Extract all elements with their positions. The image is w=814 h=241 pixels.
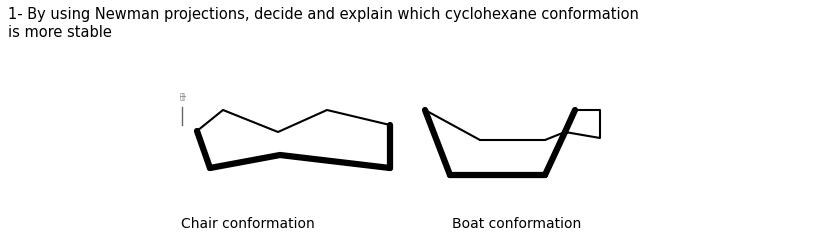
Text: Boat conformation: Boat conformation <box>453 217 581 231</box>
Text: Chair conformation: Chair conformation <box>182 217 315 231</box>
Text: +: + <box>178 92 186 102</box>
Text: 1- By using Newman projections, decide and explain which cyclohexane conformatio: 1- By using Newman projections, decide a… <box>8 7 639 40</box>
Text: ⬜: ⬜ <box>180 93 185 101</box>
